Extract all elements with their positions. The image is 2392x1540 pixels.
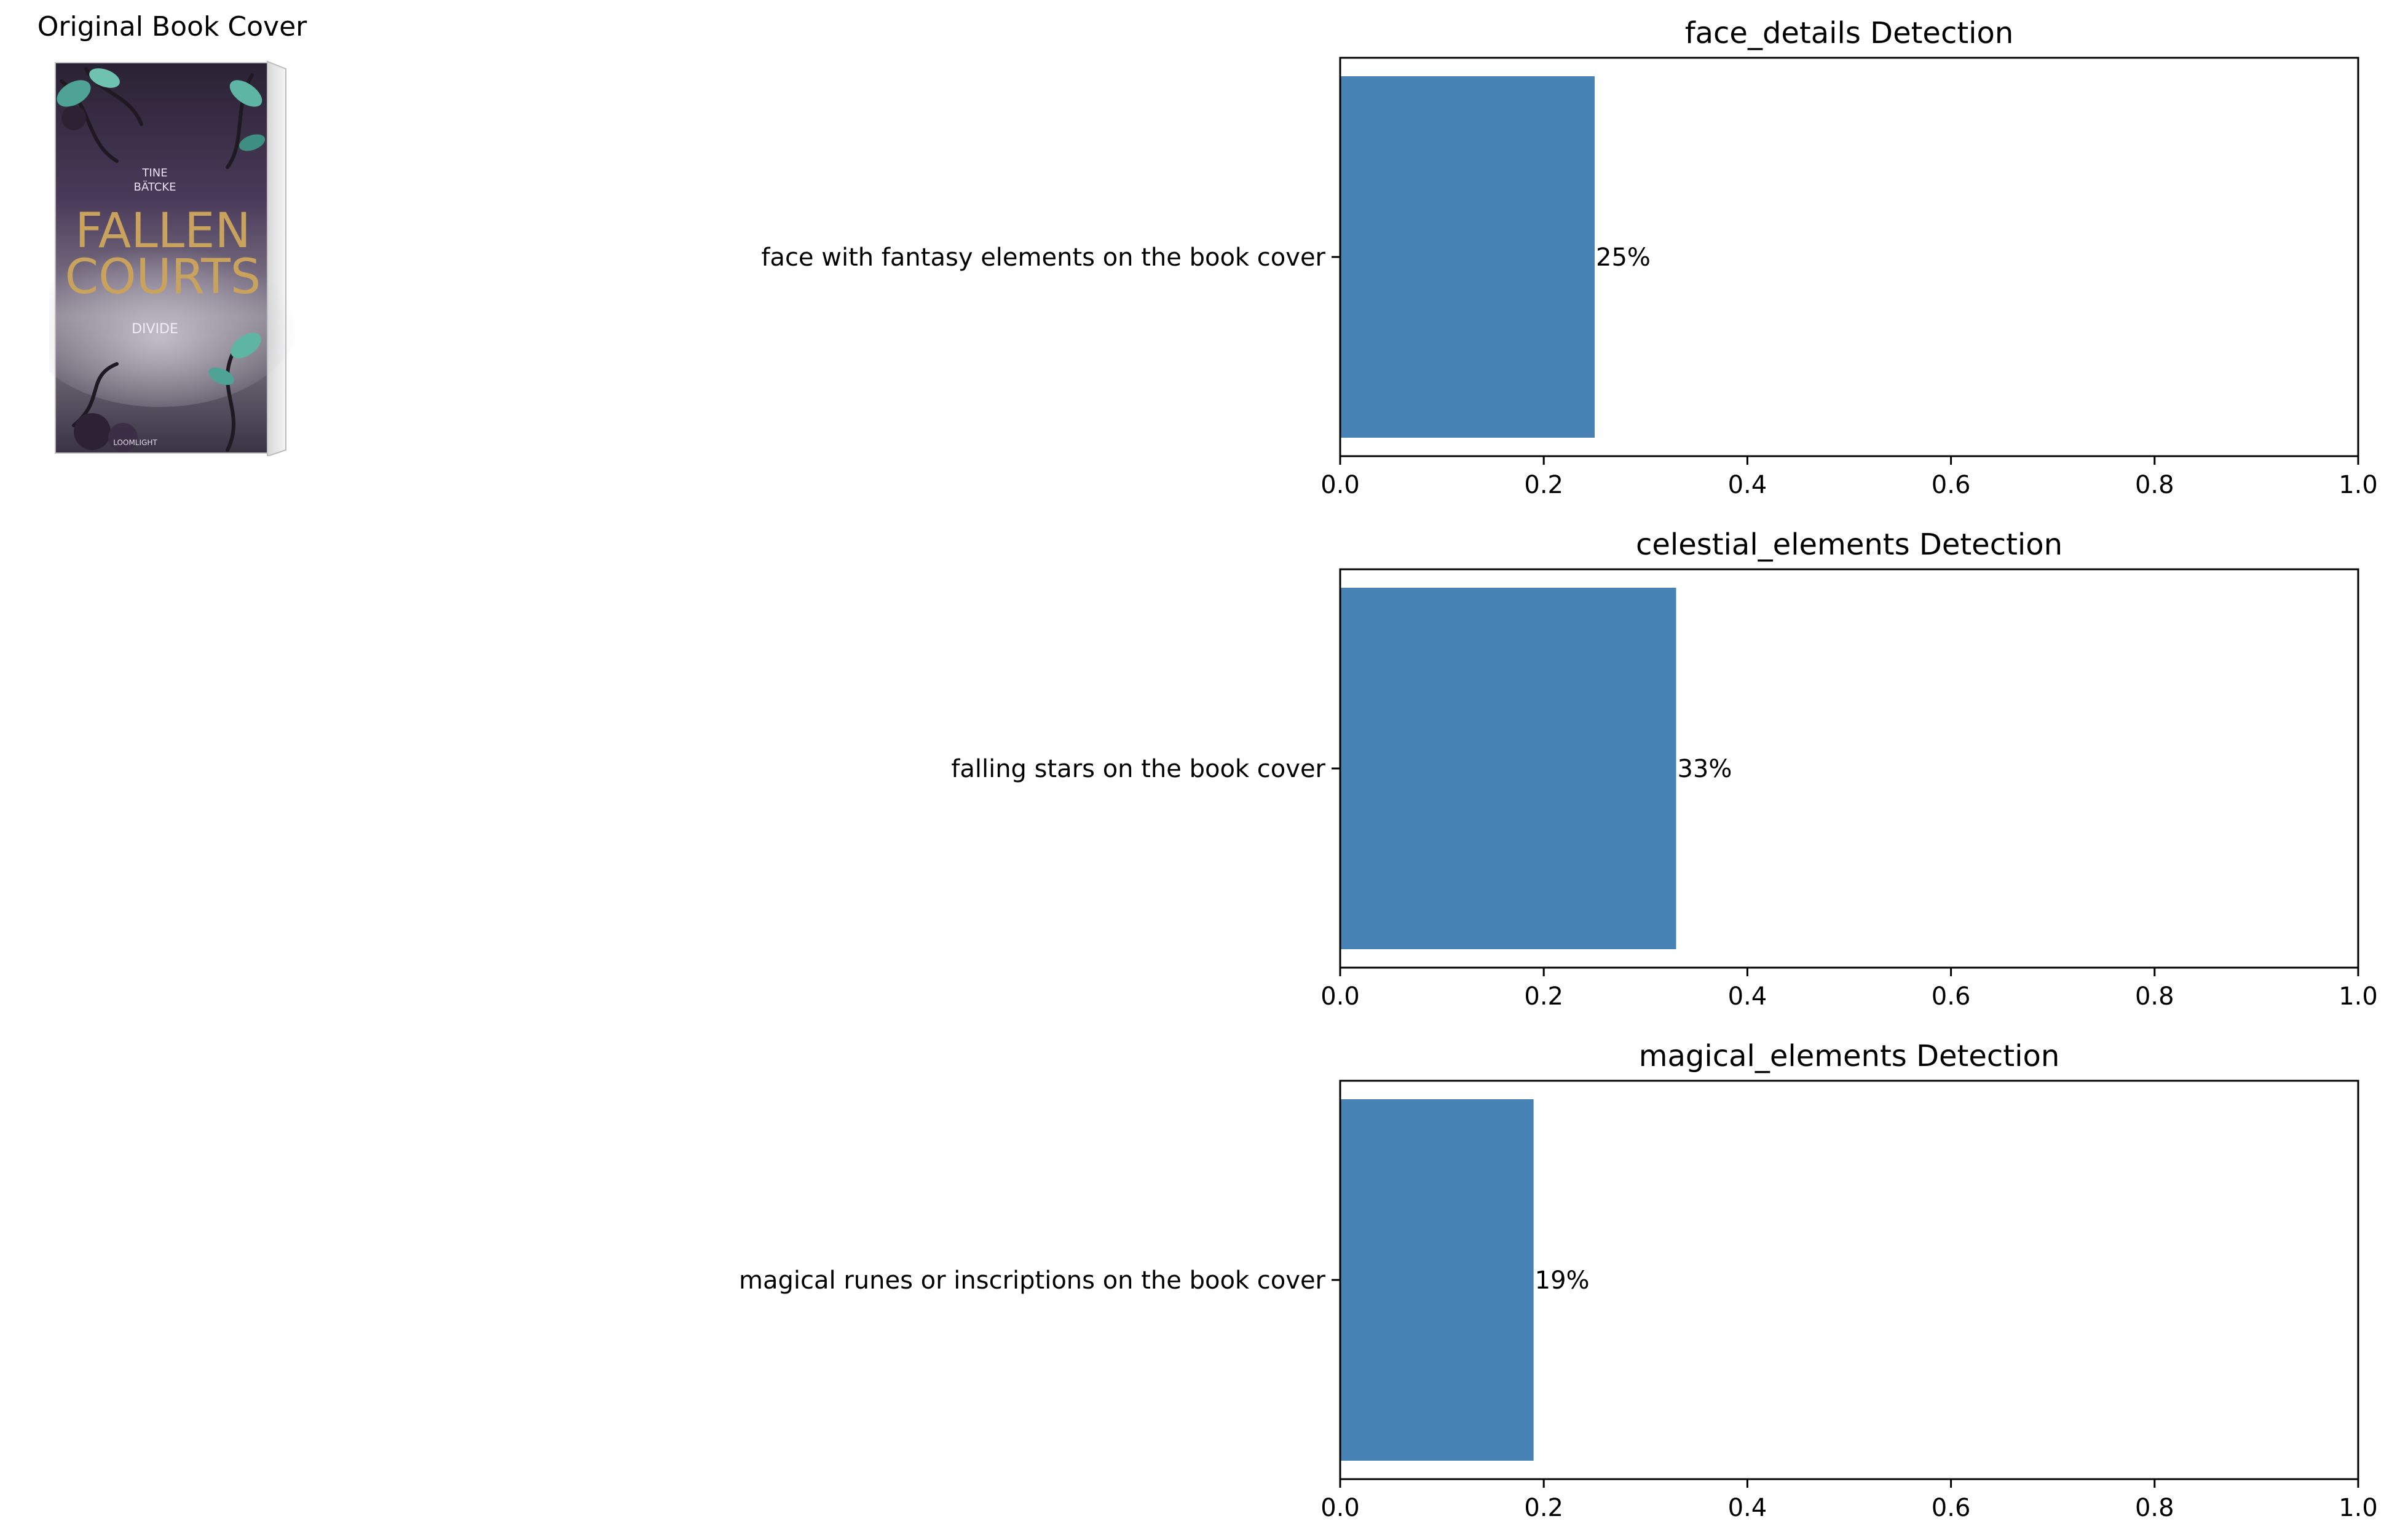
chart-panel-1: face_details Detection 25% face with fanta… [761,16,2377,499]
x-tick-label: 0.0 [1320,982,1360,1011]
bar [1340,76,1595,438]
chart-title: celestial_elements Detection [1636,527,2062,562]
x-tick-label: 1.0 [2339,1494,2378,1522]
cover-book-title-line1: FALLEN [75,203,251,259]
x-tick-label: 0.6 [1932,471,1971,499]
x-tick-label: 0.8 [2135,982,2174,1011]
cover-author-last: BÄTCKE [134,181,176,194]
x-tick-label: 0.0 [1320,471,1360,499]
book-cover-image: TINE BÄTCKE FALLEN COURTS DIVIDE LOOMLIG… [49,60,295,456]
axes-frame [1339,568,2359,969]
bar [1340,1099,1534,1461]
category-label: magical runes or inscriptions on the boo… [739,1266,1326,1295]
bar-data-label: 33% [1677,755,1732,783]
x-tick-label: 0.8 [2135,471,2174,499]
cover-publisher: LOOMLIGHT [113,438,157,447]
x-tick-label: 0.4 [1728,471,1767,499]
bar [1340,588,1676,949]
cover-author-first: TINE [141,167,167,180]
axes-frame [1339,1080,2359,1480]
x-tick-label: 0.4 [1728,1494,1767,1522]
x-tick-label: 1.0 [2339,471,2378,499]
category-label: face with fantasy elements on the book c… [761,243,1325,272]
chart-panel-2: celestial_elements Detection 33% falling s… [951,527,2378,1011]
leaf-decoration [57,68,266,452]
x-tick-label: 0.8 [2135,1494,2174,1522]
cover-subtitle: DIVIDE [132,322,178,337]
bar-data-label: 19% [1535,1266,1590,1295]
x-tick-label: 0.6 [1932,1494,1971,1522]
chart-title: magical_elements Detection [1639,1039,2060,1073]
x-tick-label: 1.0 [2339,982,2378,1011]
cover-book-title-line2: COURTS [65,250,261,305]
bar-data-label: 25% [1596,243,1651,272]
axes-frame [1339,57,2359,457]
x-tick-label: 0.6 [1932,982,1971,1011]
cover-panel-title: Original Book Cover [37,11,307,42]
chart-title: face_details Detection [1685,16,2014,50]
x-tick-label: 0.2 [1524,471,1563,499]
chart-panel-3: magical_elements Detection 19% magical run… [739,1039,2378,1522]
x-tick-label: 0.2 [1524,982,1563,1011]
category-label: falling stars on the book cover [951,755,1325,783]
x-tick-label: 0.0 [1320,1494,1360,1522]
x-tick-label: 0.4 [1728,982,1767,1011]
x-tick-label: 0.2 [1524,1494,1563,1522]
